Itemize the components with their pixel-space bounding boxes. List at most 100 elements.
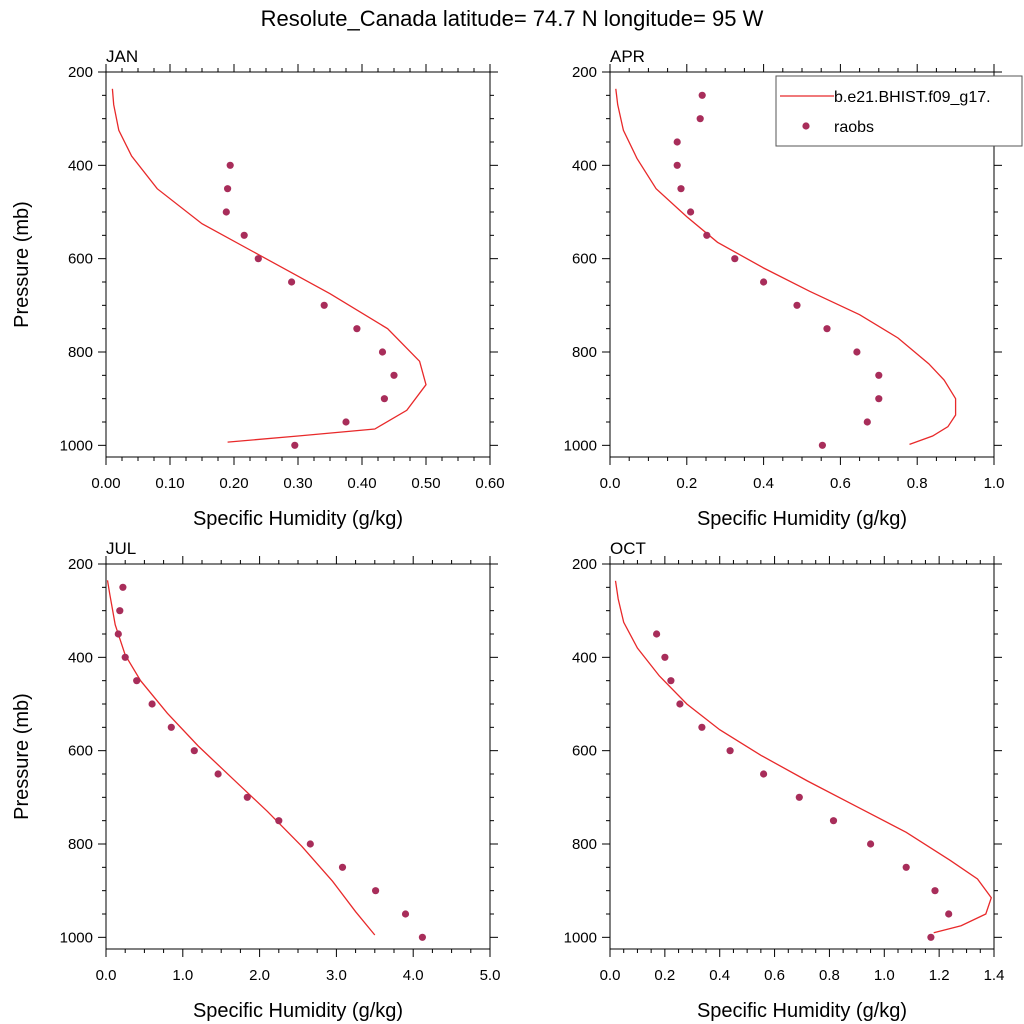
obs-point — [927, 933, 935, 941]
x-tick-label: 0.8 — [819, 967, 840, 984]
legend-obs-swatch — [802, 122, 810, 130]
y-tick-label: 400 — [68, 157, 93, 174]
obs-point — [372, 887, 380, 895]
x-tick-label: 1.2 — [929, 967, 950, 984]
obs-point — [226, 161, 234, 169]
x-axis-label: Specific Humidity (g/kg) — [697, 508, 907, 530]
obs-point — [823, 325, 831, 333]
model-line — [111, 88, 427, 443]
obs-point — [673, 138, 681, 146]
obs-point — [116, 607, 124, 615]
panel-jul: JUL 200 400 600 800 1000 0.0 1.0 2.0 3.0 4.0 5.0 Spe… — [11, 539, 500, 1022]
y-tick-label: 1000 — [564, 929, 597, 946]
figure-title: Resolute_Canada latitude= 74.7 N longitu… — [261, 6, 764, 31]
obs-point — [121, 653, 129, 661]
obs-point — [254, 255, 262, 263]
obs-point — [240, 231, 248, 239]
obs-point — [703, 231, 711, 239]
obs-point — [795, 793, 803, 801]
obs-point — [696, 115, 704, 123]
plot-frame — [105, 563, 491, 950]
obs-point — [214, 770, 222, 778]
x-tick-label: 0.10 — [155, 475, 184, 492]
panel-apr: APR 200 400 600 800 1000 0.0 0.2 0.4 0.6 0.8 1.0 Spe… — [564, 47, 1005, 530]
y-tick-label: 600 — [68, 251, 93, 268]
legend-box — [775, 75, 1023, 147]
x-axis-label: Specific Humidity (g/kg) — [193, 1000, 403, 1022]
obs-point — [875, 371, 883, 379]
y-tick-label: 800 — [572, 836, 597, 853]
y-tick-label: 1000 — [564, 437, 597, 454]
obs-point — [222, 208, 230, 216]
panel-label: APR — [610, 47, 645, 66]
panel-oct: OCT 200 400 600 800 1000 0.0 0.2 0.4 0.6 0.8 1.0 1.2… — [564, 539, 1005, 1022]
model-line — [614, 580, 993, 934]
y-tick-label: 800 — [68, 836, 93, 853]
obs-point — [698, 91, 706, 99]
obs-point — [726, 747, 734, 755]
y-tick-label: 1000 — [60, 929, 93, 946]
obs-point — [931, 887, 939, 895]
obs-point — [291, 441, 299, 449]
x-tick-label: 0.6 — [830, 475, 851, 492]
obs-point — [676, 700, 684, 708]
x-tick-label: 1.4 — [984, 967, 1005, 984]
y-tick-label: 400 — [572, 649, 597, 666]
x-tick-label: 0.0 — [600, 967, 621, 984]
obs-point — [818, 441, 827, 449]
x-tick-label: 0.2 — [676, 475, 697, 492]
x-tick-label: 1.0 — [874, 967, 895, 984]
x-tick-label: 3.0 — [326, 967, 347, 984]
obs-point — [353, 325, 361, 333]
obs-point — [380, 395, 388, 403]
plot-frame — [105, 71, 491, 458]
obs-point — [243, 793, 251, 801]
obs-point — [731, 255, 739, 263]
obs-point — [114, 630, 122, 638]
x-tick-label: 0.4 — [709, 967, 730, 984]
y-tick-label: 200 — [68, 556, 93, 573]
obs-point — [224, 185, 232, 193]
legend-obs-label: raobs — [834, 119, 874, 136]
y-tick-label: 600 — [68, 743, 93, 760]
obs-point — [902, 863, 910, 871]
x-tick-label: 0.20 — [219, 475, 248, 492]
obs-point — [390, 371, 398, 379]
obs-point — [342, 418, 350, 426]
obs-point — [667, 677, 675, 685]
y-tick-label: 200 — [68, 64, 93, 81]
x-tick-label: 0.50 — [411, 475, 440, 492]
obs-point — [793, 301, 801, 309]
obs-point — [338, 863, 347, 871]
obs-point — [148, 700, 156, 708]
obs-point — [119, 583, 127, 591]
obs-point — [133, 677, 141, 685]
obs-point — [867, 840, 875, 848]
obs-point — [653, 630, 661, 638]
legend: b.e21.BHIST.f09_g17.raobs — [775, 75, 1023, 147]
obs-point — [661, 653, 669, 661]
x-tick-label: 0.8 — [907, 475, 928, 492]
obs-point — [863, 418, 871, 426]
obs-point — [418, 933, 426, 941]
x-tick-label: 0.00 — [91, 475, 120, 492]
y-tick-label: 600 — [572, 743, 597, 760]
obs-point — [677, 185, 685, 193]
x-tick-label: 0.40 — [347, 475, 376, 492]
obs-point — [288, 278, 296, 286]
legend-model-label: b.e21.BHIST.f09_g17. — [834, 89, 991, 106]
y-tick-label: 200 — [572, 556, 597, 573]
obs-point — [829, 817, 838, 825]
x-tick-label: 0.4 — [753, 475, 774, 492]
x-tick-label: 0.60 — [475, 475, 504, 492]
y-axis-label: Pressure (mb) — [11, 201, 33, 328]
x-tick-label: 0.2 — [654, 967, 675, 984]
y-tick-label: 1000 — [60, 437, 93, 454]
obs-point — [320, 301, 328, 309]
y-axis-label: Pressure (mb) — [11, 693, 33, 820]
obs-point — [190, 747, 198, 755]
obs-point — [167, 723, 175, 731]
y-tick-label: 800 — [572, 344, 597, 361]
y-tick-label: 400 — [68, 649, 93, 666]
